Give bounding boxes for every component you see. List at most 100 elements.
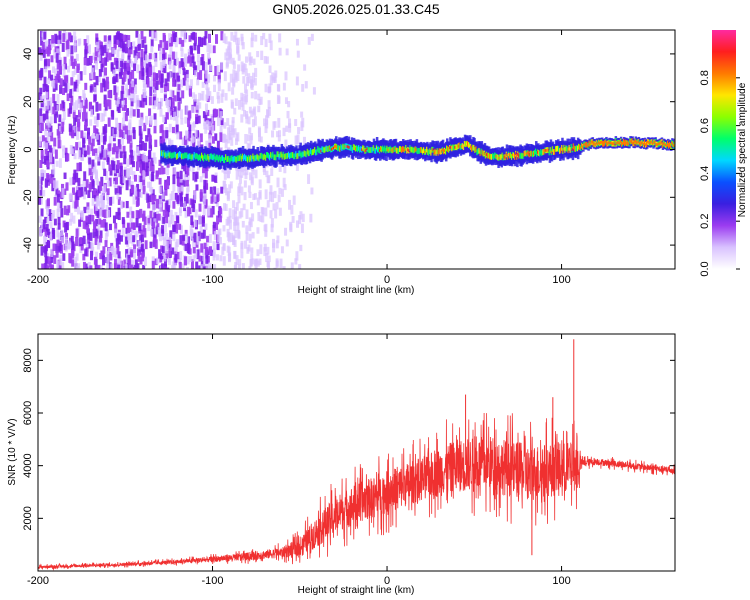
spectrogram-cell [163,63,167,74]
spectrogram-cell [185,179,189,187]
spectrogram-cell [179,131,183,140]
spectrogram-cell [146,193,150,203]
spectrogram-cell [241,263,245,269]
spectrogram-cell [150,38,154,47]
spectrogram-cell [240,97,244,108]
spectrogram-cell [215,222,219,230]
spectrogram-cell [230,125,234,132]
spectrogram-cell [62,64,66,71]
spectrogram-cell [117,235,121,245]
spectrogram-cell [265,56,269,64]
spectrogram-cell [216,91,220,100]
spectrogram-cell [193,94,197,102]
colorbar: 0.00.20.40.60.8 Normalized spectral ampl… [699,30,748,277]
spectrogram-cell [53,196,57,206]
spectrogram-cell [131,69,135,79]
spectrogram-cell [120,90,124,101]
spectrogram-cell [158,159,162,167]
spectrogram-cell [181,137,185,145]
spectrogram-cell [134,259,138,267]
spectrogram-cell [154,119,158,127]
spectrogram-cell [83,206,87,214]
spectrogram-cell [171,51,175,60]
spectrogram-cell [64,222,68,233]
spectrogram-cell [186,256,190,265]
spectrogram-cell [54,46,58,53]
spectrogram-cell [251,213,255,222]
spectrogram-cell [142,185,146,195]
spectrogram-cell [116,245,120,255]
spectrogram-cell [103,35,107,42]
spectrogram-cell [131,79,135,88]
spectrogram-cell [115,32,119,40]
spectrogram-cell [194,129,198,138]
spectrogram-cell [285,125,289,132]
spectrogram-cell [235,37,239,45]
spectrogram-cell [101,187,105,196]
spectrogram-cell [102,79,106,88]
spectrogram-cell [237,54,241,61]
colorbar-tick-label: 0.2 [699,214,711,229]
spectrogram-cell [48,209,52,216]
spectrogram-cell [167,57,171,65]
spectrogram-cell [38,184,42,191]
spectrogram-cell [111,147,115,155]
spectrogram-cell [99,253,103,260]
spectrogram-cell [168,33,172,43]
spectrogram-cell [80,243,84,251]
spectrogram-cell [89,250,93,261]
spectrogram-cell [47,239,51,248]
spectrogram-cell [149,161,153,172]
spectrogram-cell [64,244,68,252]
spectrogram-cell [173,111,177,121]
spectrogram-cell [227,246,231,256]
spectrogram-cell [56,190,60,198]
spectrogram-cell [201,90,205,101]
spectrogram-cell [99,264,103,269]
spectrogram-cell [176,91,180,102]
spectrogram-cell [232,209,236,220]
spectrogram-cell [219,111,223,121]
spectrogram-cell [228,42,232,50]
spectrogram-cell [197,115,201,124]
spectrogram-cell [153,194,157,202]
spectrogram-cell [180,30,184,37]
spectrogram-cell [266,200,270,208]
spectrogram-cell [127,78,131,85]
spectrogram-cell [46,160,50,168]
spectrogram-cell [144,240,148,250]
spectrogram-cell [88,136,92,145]
spectrogram-cell [273,76,277,83]
spectrogram-cell [149,66,153,76]
spectrogram-cell [55,160,59,167]
spectrogram-cell [70,45,74,54]
spectrogram-cell [233,221,237,231]
spectrogram-cell [201,81,205,88]
spectrogram-cell [202,205,206,216]
spectrogram-cell [101,161,105,171]
spectrogram-cell [53,49,57,59]
spectrogram-cell [225,164,229,175]
spectrogram-cell [125,249,129,258]
spectrogram-cell [109,167,113,176]
spectrogram-cell [61,148,65,158]
spectrogram-cell [127,55,131,64]
spectrogram-cell [171,247,175,255]
spectrogram-cell [184,57,188,67]
spectrogram-cell [78,219,82,227]
spectrogram-cell [151,79,155,88]
spectrogram-cell [65,221,69,230]
spectrogram-cell [134,55,138,63]
spectrogram-cell [63,188,67,195]
spectrogram-cell [137,210,141,219]
spectrogram-cell [178,61,182,69]
spectrogram-cell [203,242,207,249]
spectrogram-cell [87,233,91,240]
spectrogram-cell [148,108,152,117]
spectrogram-cell [45,111,49,120]
spectrogram-cell [91,159,95,167]
spectrogram-cell [63,172,67,179]
spectrogram-cell [40,49,44,56]
spectrogram-cell [76,162,80,172]
spectrogram-cell [55,250,59,258]
